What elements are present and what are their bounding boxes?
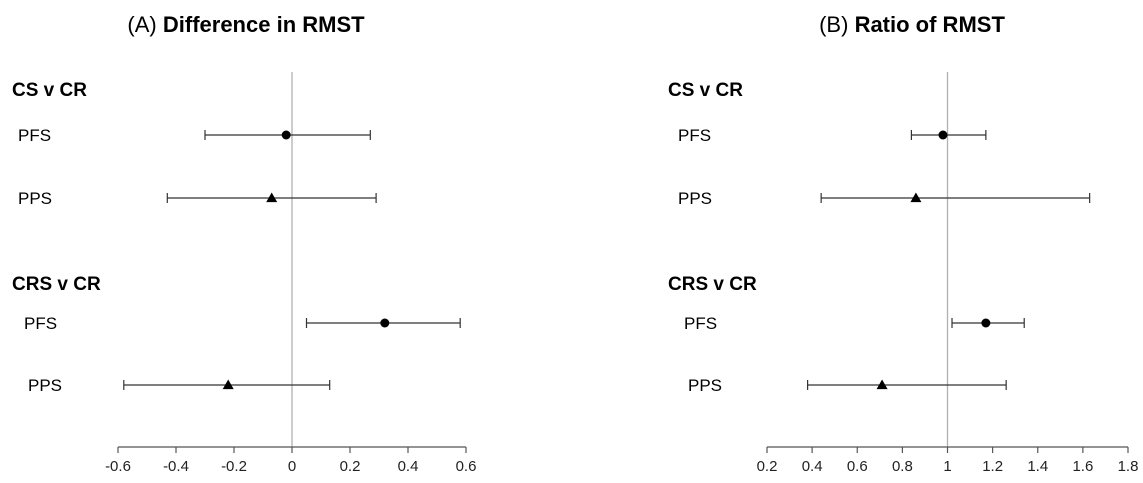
- point-estimate-circle: [938, 130, 948, 140]
- panel-title: (B) Ratio of RMST: [819, 12, 1005, 37]
- point-estimate-circle: [380, 318, 390, 328]
- x-tick-label: 0.2: [340, 458, 361, 475]
- point-estimate-triangle: [910, 192, 922, 203]
- row-label: PPS: [18, 189, 52, 208]
- group-label: CS v CR: [668, 80, 743, 101]
- row-label: PFS: [24, 314, 57, 333]
- x-tick-label: 0.6: [456, 458, 477, 475]
- panel-a: (A) Difference in RMST -0.6 -0.4 -0.2 0 0.2 0.…: [12, 12, 476, 475]
- x-tick-label: -0.4: [163, 458, 189, 475]
- row-label: PPS: [28, 376, 62, 395]
- row-label: PFS: [678, 126, 711, 145]
- x-tick-label: 0.2: [757, 458, 778, 475]
- panel-title-prefix: (B): [819, 12, 854, 37]
- x-tick-label: 1.2: [982, 458, 1003, 475]
- x-tick-label: 0.6: [847, 458, 868, 475]
- x-tick-label: -0.6: [105, 458, 131, 475]
- x-tick-label: 1.4: [1027, 458, 1048, 475]
- panel-b: (B) Ratio of RMST 0.2 0.4 0.6 0.8 1 1.2 1.4 1.6 1…: [668, 12, 1138, 475]
- point-estimate-triangle: [876, 379, 888, 390]
- group-label: CS v CR: [12, 80, 87, 101]
- point-estimate-triangle: [266, 192, 278, 203]
- row-label: PFS: [18, 126, 51, 145]
- panel-title-prefix: (A): [127, 12, 162, 37]
- point-estimate-circle: [281, 130, 291, 140]
- panel-title-text: Ratio of RMST: [855, 12, 1006, 37]
- x-tick-label: -0.2: [221, 458, 247, 475]
- x-tick-label: 0: [288, 458, 296, 475]
- x-tick-label: 1: [943, 458, 951, 475]
- point-estimate-triangle: [222, 379, 234, 390]
- point-estimate-circle: [981, 318, 991, 328]
- x-tick-label: 0.4: [802, 458, 823, 475]
- x-tick-label: 1.6: [1072, 458, 1093, 475]
- panel-title-text: Difference in RMST: [163, 12, 365, 37]
- row-label: PFS: [684, 314, 717, 333]
- group-label: CRS v CR: [12, 274, 101, 295]
- row-label: PPS: [678, 189, 712, 208]
- x-tick-label: 1.8: [1118, 458, 1139, 475]
- row-label: PPS: [688, 376, 722, 395]
- panel-title: (A) Difference in RMST: [127, 12, 365, 37]
- group-label: CRS v CR: [668, 274, 757, 295]
- x-tick-label: 0.4: [398, 458, 419, 475]
- x-tick-label: 0.8: [892, 458, 913, 475]
